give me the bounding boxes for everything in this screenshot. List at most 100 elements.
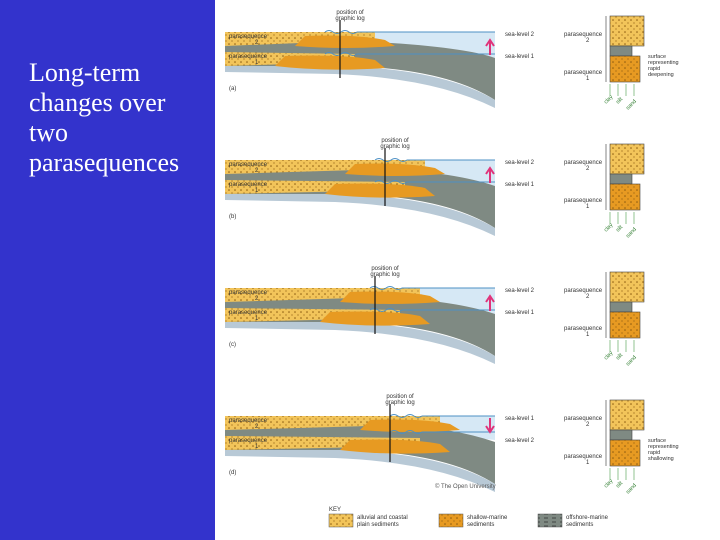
parasequence-label: 1 — [255, 60, 259, 66]
parasequence-label: parasequence — [229, 162, 268, 168]
parasequence-label: 1 — [255, 188, 259, 194]
panel-label: (c) — [229, 342, 236, 348]
sea-level-rise-arrow — [485, 38, 495, 55]
surface-note: surface — [648, 438, 666, 444]
key-label-offshore-1: offshore-marine — [566, 515, 609, 521]
title-line: changes over — [29, 88, 166, 117]
sea-level-line-top — [389, 430, 495, 434]
log-scale-label: silt — [615, 480, 624, 489]
sea-level-label: sea-level 1 — [505, 182, 535, 188]
key-label-shallow-1: shallow-marine — [467, 515, 508, 521]
sea-level-label: sea-level 1 — [505, 54, 535, 60]
key: KEY alluvial and coastal plain sediments… — [328, 507, 609, 528]
log-position-label: position of — [381, 138, 409, 144]
parasequence-label: parasequence — [229, 54, 268, 60]
surface-note: rapid — [648, 450, 660, 456]
basement — [225, 194, 495, 236]
surface-note: representing — [648, 444, 679, 450]
parasequence-label: 1 — [255, 316, 259, 322]
log-position-label: graphic log — [370, 272, 399, 278]
shallow-marine-upper — [295, 35, 395, 48]
title-line: two — [29, 118, 68, 147]
log-block-mud — [609, 173, 633, 185]
sea-level-line-bottom — [374, 180, 495, 184]
parasequence-label: parasequence — [229, 418, 268, 424]
log-scale-label: clay — [603, 222, 614, 233]
log-parasequence-label: 2 — [586, 166, 590, 172]
key-swatch-alluvial-pattern — [329, 514, 353, 527]
log-scale-label: sand — [625, 227, 638, 240]
log-block-upper-pattern — [610, 400, 644, 430]
log-block-lower-pattern — [610, 56, 640, 82]
sea-level-label: sea-level 1 — [505, 416, 535, 422]
parasequence-2-pattern — [225, 160, 425, 174]
panel-label: (a) — [229, 86, 236, 92]
sea-level-label: sea-level 2 — [505, 32, 535, 38]
parasequence-label: 2 — [255, 296, 259, 302]
log-scale-label: clay — [603, 350, 614, 361]
parasequence-label: parasequence — [229, 290, 268, 296]
shallow-marine-lower — [275, 55, 385, 70]
sea-level-line-bottom — [324, 52, 495, 56]
surface-note: representing — [648, 60, 679, 66]
surface-note: deepening — [648, 72, 674, 78]
surface-note: rapid — [648, 66, 660, 72]
shallow-marine-upper — [345, 163, 445, 176]
sea-level-line-top — [369, 286, 495, 290]
log-scale-label: silt — [615, 96, 624, 105]
parasequence-label: parasequence — [229, 182, 268, 188]
sea-level-line-bottom — [369, 308, 495, 312]
log-parasequence-label: 2 — [586, 422, 590, 428]
log-parasequence-label: 2 — [586, 38, 590, 44]
log-block-mud — [609, 429, 633, 441]
log-scale-label: silt — [615, 352, 624, 361]
parasequence-label: 2 — [255, 168, 259, 174]
sea-level-rise-arrow — [485, 166, 495, 183]
title-line: parasequences — [29, 148, 180, 177]
title-sidebar: Long-term changes over two parasequences — [0, 0, 215, 540]
log-scale-label: silt — [615, 224, 624, 233]
shallow-marine-upper — [360, 419, 460, 432]
panel-label: (b) — [229, 214, 236, 220]
shallow-marine-lower — [325, 183, 435, 198]
log-parasequence-label: parasequence — [564, 454, 603, 460]
log-scale-label: clay — [603, 478, 614, 489]
parasequence-2-pattern — [225, 288, 420, 302]
sea-level-line-bottom — [389, 414, 495, 418]
sea-level-label: sea-level 2 — [505, 438, 535, 444]
sea-level-line-top — [324, 30, 495, 34]
basement — [225, 450, 495, 492]
sea-level-label: sea-level 1 — [505, 310, 535, 316]
surface-note: surface — [648, 54, 666, 60]
surface-note: shallowing — [648, 456, 674, 462]
basement — [225, 66, 495, 108]
sea-level-label: sea-level 2 — [505, 160, 535, 166]
log-position-label: graphic log — [385, 400, 414, 406]
slide-title: Long-term changes over two parasequences — [29, 58, 209, 178]
log-position-label: position of — [386, 394, 414, 400]
key-title: KEY — [329, 507, 341, 513]
parasequence-label: 1 — [255, 444, 259, 450]
key-label-alluvial-2: plain sediments — [357, 522, 399, 528]
log-block-upper-pattern — [610, 272, 644, 302]
log-parasequence-label: 1 — [586, 76, 590, 82]
log-parasequence-label: 2 — [586, 294, 590, 300]
log-scale-label: sand — [625, 355, 638, 368]
log-block-mud — [609, 301, 633, 313]
basement — [225, 322, 495, 364]
log-position-label: position of — [336, 10, 364, 16]
log-parasequence-label: 1 — [586, 460, 590, 466]
parasequence-label: 2 — [255, 424, 259, 430]
log-parasequence-label: parasequence — [564, 198, 603, 204]
shallow-marine-upper — [340, 291, 440, 304]
parasequence-label: 2 — [255, 40, 259, 46]
parasequence-2-pattern — [225, 416, 440, 430]
log-block-upper-pattern — [610, 144, 644, 174]
parasequence-label: parasequence — [229, 310, 268, 316]
key-label-shallow-2: sediments — [467, 522, 494, 528]
parasequence-label: parasequence — [229, 438, 268, 444]
log-parasequence-label: 1 — [586, 204, 590, 210]
